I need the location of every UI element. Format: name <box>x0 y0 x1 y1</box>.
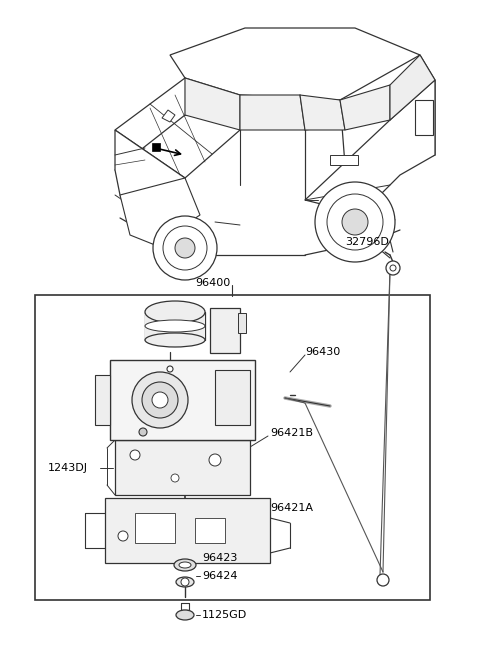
Circle shape <box>163 226 207 270</box>
Circle shape <box>209 454 221 466</box>
Circle shape <box>342 209 368 235</box>
Circle shape <box>327 194 383 250</box>
Bar <box>35 295 430 600</box>
Circle shape <box>315 182 395 262</box>
Bar <box>135 513 175 543</box>
Bar <box>145 312 205 340</box>
Circle shape <box>181 578 189 586</box>
Ellipse shape <box>145 301 205 323</box>
Bar <box>415 100 433 135</box>
Ellipse shape <box>145 320 205 332</box>
Bar <box>95 375 110 425</box>
Circle shape <box>175 238 195 258</box>
Text: 96421B: 96421B <box>270 428 313 438</box>
Polygon shape <box>120 178 200 245</box>
Ellipse shape <box>176 577 194 587</box>
Bar <box>215 370 250 425</box>
Ellipse shape <box>176 610 194 620</box>
Bar <box>195 518 225 543</box>
Circle shape <box>139 428 147 436</box>
Polygon shape <box>115 130 185 255</box>
Polygon shape <box>240 95 305 130</box>
Circle shape <box>377 574 389 586</box>
Ellipse shape <box>179 562 191 568</box>
Bar <box>210 308 240 353</box>
Polygon shape <box>170 28 420 100</box>
Polygon shape <box>305 80 435 210</box>
Circle shape <box>118 531 128 541</box>
Bar <box>105 498 270 563</box>
Circle shape <box>142 382 178 418</box>
Polygon shape <box>115 78 240 178</box>
Bar <box>115 440 250 495</box>
Polygon shape <box>162 110 175 122</box>
Circle shape <box>386 261 400 275</box>
Text: 96423: 96423 <box>202 553 238 563</box>
Polygon shape <box>340 85 390 130</box>
Circle shape <box>171 474 179 482</box>
Bar <box>110 360 255 440</box>
Bar <box>330 155 358 165</box>
Text: 1125GD: 1125GD <box>202 610 247 620</box>
Text: 96430: 96430 <box>305 347 340 357</box>
Bar <box>152 143 160 151</box>
Circle shape <box>390 265 396 271</box>
Text: 96424: 96424 <box>202 571 238 581</box>
Circle shape <box>153 216 217 280</box>
Bar <box>238 313 246 333</box>
Ellipse shape <box>174 559 196 571</box>
Polygon shape <box>340 55 435 170</box>
Ellipse shape <box>145 333 205 347</box>
Polygon shape <box>300 95 345 130</box>
Circle shape <box>152 392 168 408</box>
Text: 96421A: 96421A <box>270 503 313 513</box>
Polygon shape <box>390 55 435 120</box>
Circle shape <box>167 366 173 372</box>
Text: 1243DJ: 1243DJ <box>48 463 88 473</box>
Text: 32796D: 32796D <box>345 237 389 247</box>
Text: 96400: 96400 <box>195 278 230 288</box>
Circle shape <box>130 450 140 460</box>
Circle shape <box>132 372 188 428</box>
Polygon shape <box>185 78 240 130</box>
